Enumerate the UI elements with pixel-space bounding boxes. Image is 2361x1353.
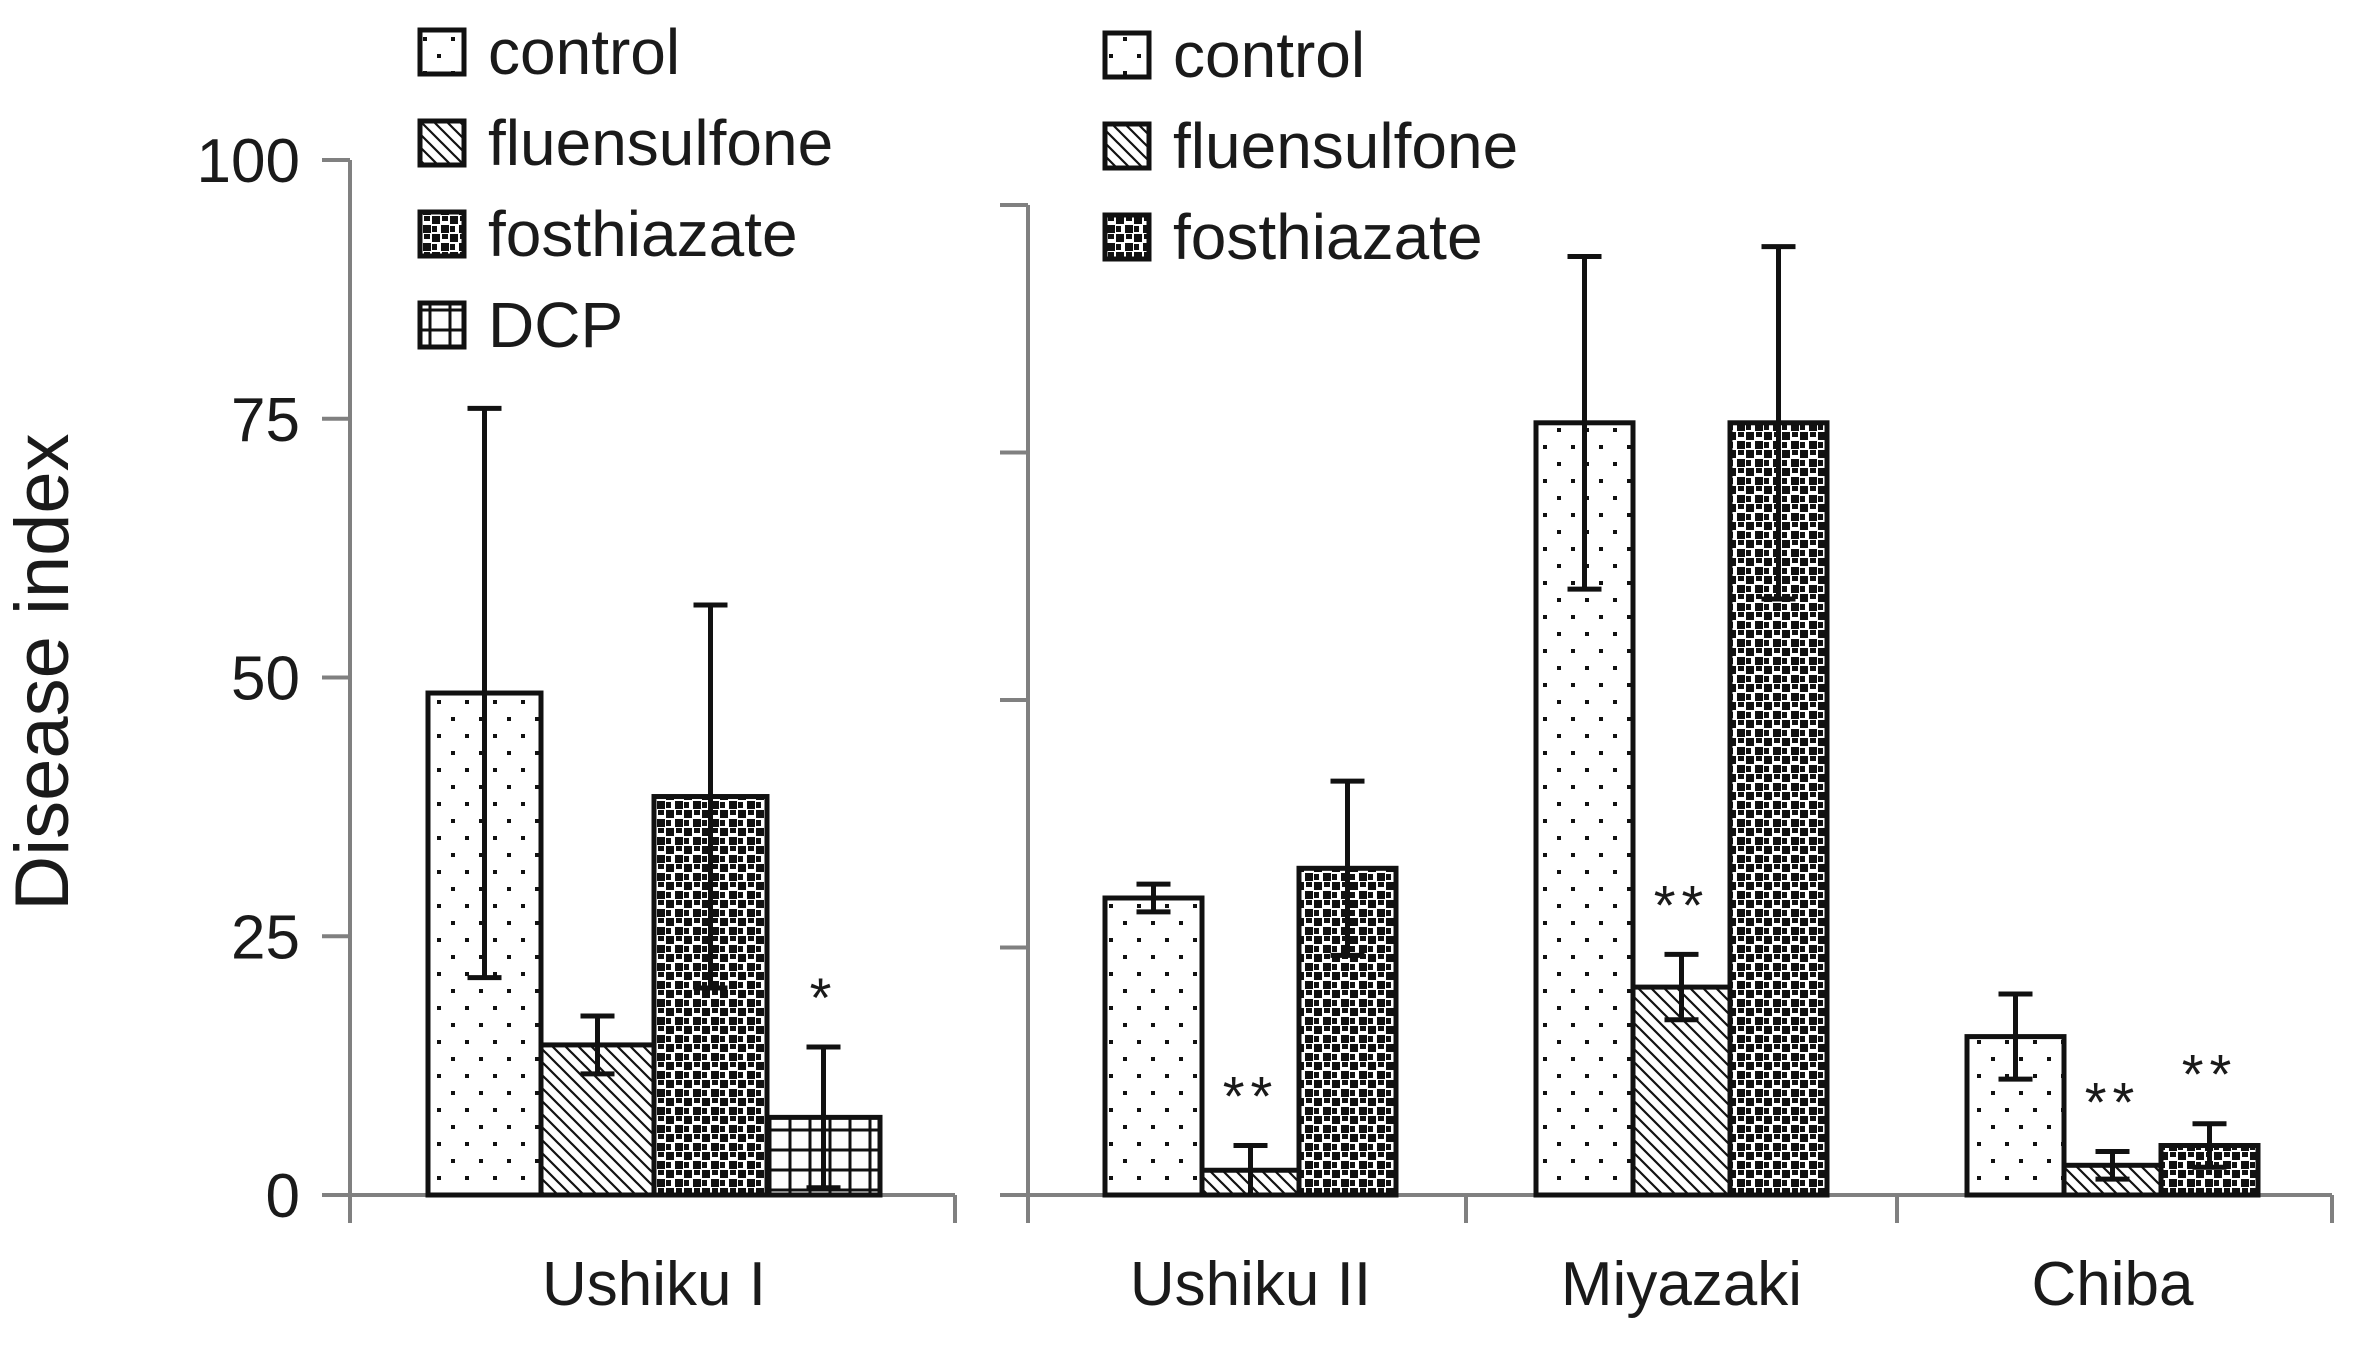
y-tick-label: 100 — [197, 127, 300, 196]
significance-marker: * — [810, 966, 838, 1029]
legend-swatch-fosthiazate — [1102, 212, 1152, 262]
labels: 0 25 50 75 100 Ushiku I * Ushiku II Miyazaki Chib… — [197, 127, 2238, 1319]
significance-marker: ** — [1223, 1065, 1279, 1128]
legend-label-dcp: DCP — [488, 289, 623, 361]
bar-fosthiazate-ushiku-i — [651, 794, 770, 1198]
y-tick-label: 25 — [231, 903, 300, 972]
legend-swatch-fluensulfone — [417, 118, 467, 168]
legend-swatch-control — [1102, 30, 1152, 80]
category-label-ushiku-i: Ushiku I — [542, 1250, 766, 1319]
y-tick-label: 75 — [231, 386, 300, 455]
y-tick-label: 0 — [266, 1162, 300, 1231]
bar-control-ushiku-ii — [1102, 895, 1205, 1198]
significance-marker: ** — [2085, 1070, 2141, 1133]
legend-label-fluensulfone: fluensulfone — [488, 107, 833, 179]
legend-label-fluensulfone: fluensulfone — [1173, 110, 1518, 182]
legend-swatch-fosthiazate — [417, 209, 467, 259]
legend-swatch-control — [417, 27, 467, 77]
legend-swatch-dcp — [417, 300, 467, 350]
significance-marker: ** — [2182, 1043, 2238, 1106]
legend-label-control: control — [488, 16, 680, 88]
legend-swatch-fluensulfone — [1102, 121, 1152, 171]
legend-label-fosthiazate: fosthiazate — [1173, 201, 1483, 273]
significance-marker: ** — [1654, 873, 1710, 936]
y-tick-label: 50 — [231, 645, 300, 714]
legends: control fluensulfone fosthiazate DCP control… — [417, 16, 1518, 361]
category-label-chiba: Chiba — [2032, 1250, 2195, 1319]
category-label-ushiku-ii: Ushiku II — [1130, 1250, 1371, 1319]
legend-label-fosthiazate: fosthiazate — [488, 198, 798, 270]
category-label-miyazaki: Miyazaki — [1561, 1250, 1802, 1319]
bars — [425, 244, 2261, 1198]
y-axis-title: Disease index — [0, 433, 85, 910]
legend-label-control: control — [1173, 19, 1365, 91]
